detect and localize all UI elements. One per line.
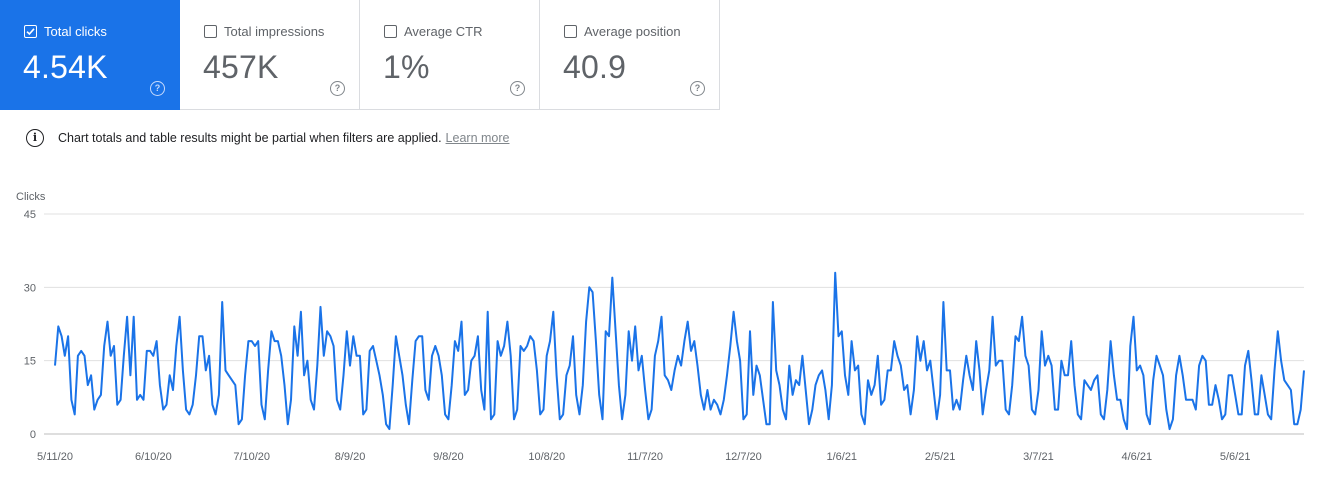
x-tick-label: 12/7/20 [725,451,762,463]
x-tick-label: 3/7/21 [1023,451,1054,463]
metric-label: Average position [584,24,681,39]
help-icon[interactable]: ? [330,81,345,96]
metric-value: 1% [383,49,430,85]
y-tick-label: 15 [24,356,36,368]
partial-results-notice: i Chart totals and table results might b… [26,128,509,148]
checkbox-unchecked-icon[interactable] [204,25,217,38]
y-tick-label: 30 [24,282,36,294]
x-tick-label: 10/8/20 [528,451,565,463]
x-tick-label: 6/10/20 [135,451,172,463]
x-tick-label: 7/10/20 [233,451,270,463]
metric-card-total-impressions[interactable]: Total impressions 457K ? [180,0,360,110]
x-tick-label: 5/11/20 [37,451,73,463]
notice-text: Chart totals and table results might be … [58,131,442,145]
learn-more-link[interactable]: Learn more [445,131,510,145]
metric-value: 40.9 [563,49,627,85]
clicks-chart: Clicks 0 15 30 45 5/11/20 6/10/20 7/10/20 8/9/20… [0,185,1336,480]
y-axis-label: Clicks [16,191,46,203]
metric-label: Total impressions [224,24,325,39]
x-tick-label: 4/6/21 [1122,451,1153,463]
metric-cards: Total clicks 4.54K ? Total impressions 4… [0,0,720,110]
x-tick-label: 5/6/21 [1220,451,1251,463]
metric-label: Total clicks [44,24,107,39]
x-tick-label: 2/5/21 [925,451,956,463]
y-tick-label: 45 [24,209,36,221]
x-tick-label: 11/7/20 [627,451,663,463]
clicks-line-chart: Clicks 0 15 30 45 5/11/20 6/10/20 7/10/20 8/9/20… [16,191,1305,463]
checkbox-checked-icon[interactable] [24,25,37,38]
y-tick-label: 0 [30,429,36,441]
help-icon[interactable]: ? [150,81,165,96]
metric-card-average-ctr[interactable]: Average CTR 1% ? [360,0,540,110]
x-tick-label: 1/6/21 [826,451,857,463]
checkbox-unchecked-icon[interactable] [564,25,577,38]
metric-card-average-position[interactable]: Average position 40.9 ? [540,0,720,110]
metric-value: 4.54K [23,49,108,85]
x-tick-label: 9/8/20 [433,451,464,463]
x-tick-label: 8/9/20 [335,451,366,463]
metric-label: Average CTR [404,24,483,39]
checkbox-unchecked-icon[interactable] [384,25,397,38]
metric-value: 457K [203,49,279,85]
info-icon: i [26,129,44,147]
help-icon[interactable]: ? [510,81,525,96]
clicks-series-line [54,271,1305,431]
help-icon[interactable]: ? [690,81,705,96]
metric-card-total-clicks[interactable]: Total clicks 4.54K ? [0,0,180,110]
